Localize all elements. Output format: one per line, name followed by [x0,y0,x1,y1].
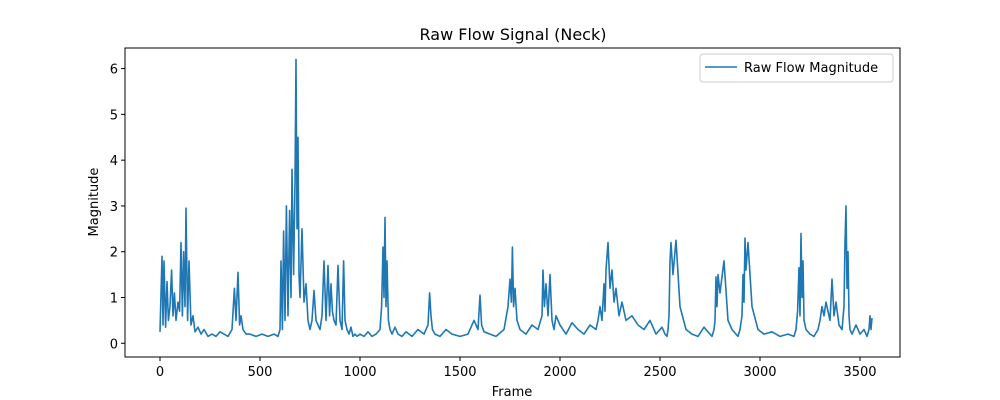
x-tick-label: 2000 [543,365,576,380]
x-tick-label: 0 [156,365,164,380]
chart-title: Raw Flow Signal (Neck) [420,25,607,44]
legend-label: Raw Flow Magnitude [744,61,878,76]
y-axis: 0 1 2 3 4 5 6 [110,63,125,352]
y-tick-label: 3 [110,200,118,215]
legend: Raw Flow Magnitude [699,53,894,83]
y-tick-label: 1 [110,291,118,306]
y-axis-label: Magnitude [87,168,102,237]
x-tick-label: 3000 [743,365,776,380]
plot-background [125,48,900,357]
legend-box [699,53,894,83]
x-tick-label: 1000 [343,365,376,380]
y-tick-label: 2 [110,246,118,261]
x-axis: 0 500 1000 1500 2000 2500 3000 3500 [156,357,877,380]
y-tick-label: 5 [110,108,118,123]
x-tick-label: 500 [248,365,273,380]
plot-frame [124,47,901,358]
x-tick-label: 3500 [843,365,876,380]
y-tick-label: 6 [110,63,118,78]
series-line-raw-flow-magnitude [159,58,873,338]
y-tick-label: 0 [110,337,118,352]
x-tick-label: 1500 [443,365,476,380]
y-tick-label: 4 [110,154,118,169]
x-tick-label: 2500 [643,365,676,380]
x-axis-label: Frame [492,385,533,400]
plot-area [125,48,900,357]
